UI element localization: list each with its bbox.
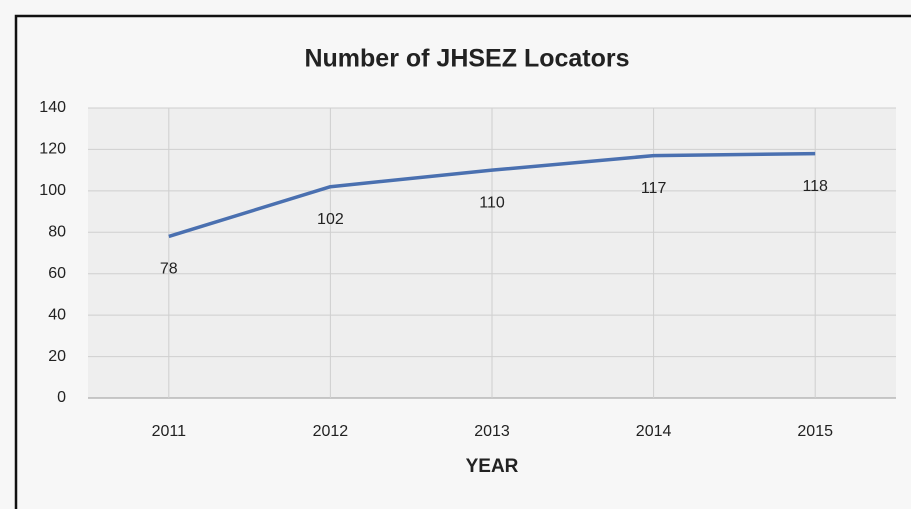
x-tick-label: 2015 [797,423,833,440]
x-axis-label: YEAR [466,456,519,477]
data-label: 102 [317,211,344,228]
y-tick-label: 100 [39,182,66,199]
y-tick-label: 80 [48,224,66,241]
data-label: 78 [160,261,178,278]
data-label: 117 [641,180,667,197]
data-label: 118 [802,178,828,195]
frame [14,14,911,509]
chart-title: Number of JHSEZ Locators [304,45,629,73]
x-tick-label: 2013 [474,423,510,440]
data-line [168,151,816,239]
y-tick-label: 60 [48,265,66,282]
x-tick-label: 2012 [313,423,349,440]
data-label: 110 [479,194,505,211]
y-tick-label: 140 [39,99,66,116]
x-tick-label: 2014 [636,423,672,440]
y-tick-label: 0 [57,389,66,406]
y-tick-label: 120 [39,141,66,158]
y-tick-label: 40 [48,306,66,323]
y-tick-label: 20 [48,348,66,365]
x-tick-label: 2011 [152,423,187,440]
